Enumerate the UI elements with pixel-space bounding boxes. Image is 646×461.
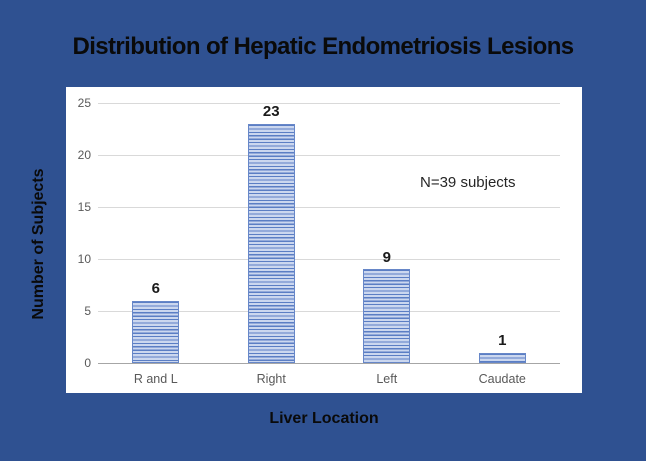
y-tick-label: 15 [77, 200, 91, 214]
chart-panel: N=39 subjects 0 5 10 15 20 25 6 R and L 23 Right 9… [66, 87, 582, 393]
bar-slot: 1 Caudate [445, 103, 561, 386]
bar-slot: 23 Right [214, 103, 330, 386]
bar [247, 123, 295, 363]
bar [478, 352, 526, 363]
chart-title: Distribution of Hepatic Endometriosis Le… [72, 33, 574, 60]
y-tick-label: 25 [77, 96, 91, 110]
bar-slot: 6 R and L [98, 103, 214, 386]
bar-series: 6 R and L 23 Right 9 Left 1 Caudate [98, 103, 561, 386]
y-tick-label: 0 [84, 356, 91, 370]
x-category-label: Right [256, 372, 286, 386]
bar-value-label: 23 [262, 103, 280, 121]
y-tick-label: 10 [77, 252, 91, 266]
bar-slot: 9 Left [329, 103, 445, 386]
bar-value-label: 9 [382, 248, 391, 266]
bar [132, 300, 180, 363]
x-axis-line [98, 363, 560, 364]
bar-value-label: 6 [151, 280, 160, 298]
x-category-label: R and L [133, 372, 178, 386]
gridline [98, 155, 560, 156]
annotation-n-subjects: N=39 subjects [420, 174, 516, 191]
x-category-label: Left [376, 372, 398, 386]
bar [363, 269, 411, 363]
gridline [98, 103, 560, 104]
x-axis-title: Liver Location [269, 410, 379, 427]
bar-value-label: 1 [498, 332, 507, 350]
y-tick-label: 5 [84, 304, 91, 318]
x-category-label: Caudate [478, 372, 526, 386]
gridline [98, 259, 560, 260]
gridline [98, 311, 560, 312]
y-axis-title: Number of Subjects [30, 168, 47, 320]
plot-area: N=39 subjects 0 5 10 15 20 25 6 R and L 23 Right 9… [78, 97, 561, 386]
y-tick-label: 20 [77, 148, 91, 162]
gridline [98, 207, 560, 208]
